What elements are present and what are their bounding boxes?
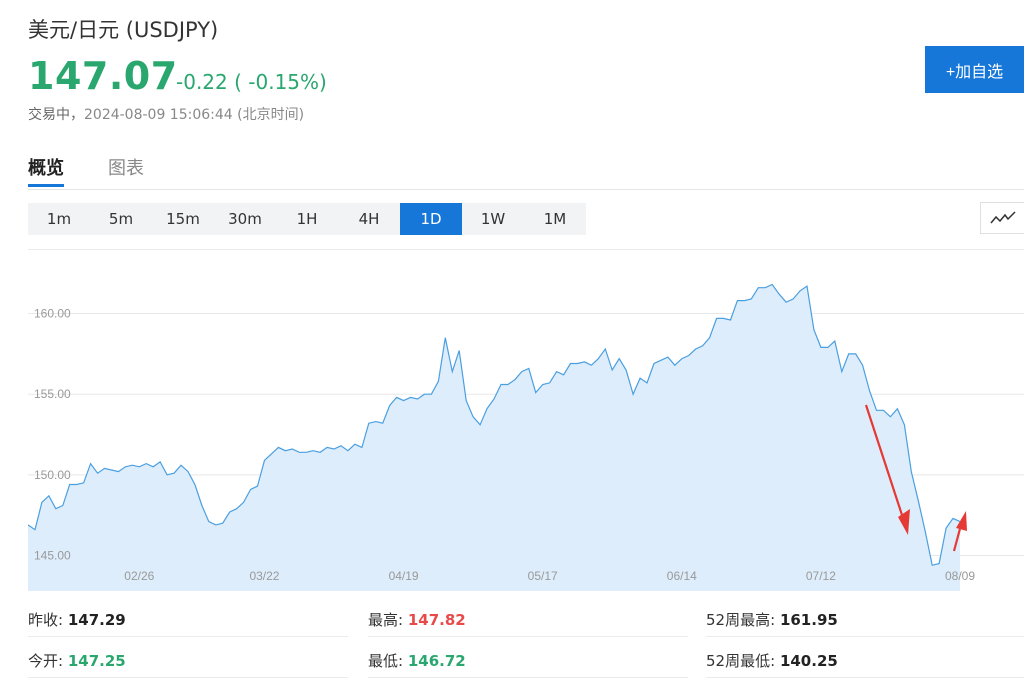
stats-divider bbox=[368, 677, 688, 678]
annotation-arrow-up bbox=[952, 511, 967, 552]
tab-overview[interactable]: 概览 bbox=[28, 152, 64, 190]
stats-divider bbox=[706, 636, 1024, 637]
stats-divider bbox=[706, 677, 1024, 678]
stat-open: 今开: 147.25 bbox=[28, 652, 126, 670]
high-value: 147.82 bbox=[407, 611, 466, 629]
period-1d[interactable]: 1D bbox=[400, 203, 462, 235]
period-1w[interactable]: 1W bbox=[480, 210, 506, 228]
x-axis-ticks: 02/26 03/22 04/19 05/17 06/14 07/12 08/09 bbox=[124, 569, 975, 583]
y-tick-label: 150.00 bbox=[34, 468, 71, 482]
x-tick-label: 08/09 bbox=[945, 569, 975, 583]
x-tick-label: 06/14 bbox=[667, 569, 697, 583]
line-chart-icon bbox=[989, 211, 1016, 224]
x-tick-label: 02/26 bbox=[124, 569, 154, 583]
instrument-title: 美元/日元 (USDJPY) bbox=[28, 18, 219, 42]
open-value: 147.25 bbox=[67, 652, 126, 670]
current-price: 147.07 bbox=[28, 54, 178, 98]
price-change: -0.22 ( -0.15%) bbox=[176, 70, 327, 94]
tabs-divider bbox=[28, 189, 1024, 190]
x-tick-label: 07/12 bbox=[806, 569, 836, 583]
stats-divider bbox=[28, 677, 348, 678]
low-value: 146.72 bbox=[407, 652, 466, 670]
period-1mo[interactable]: 1M bbox=[543, 210, 567, 228]
period-1m[interactable]: 1m bbox=[46, 210, 72, 228]
period-4h[interactable]: 4H bbox=[358, 210, 380, 228]
stat-52w-low: 52周最低: 140.25 bbox=[706, 652, 838, 670]
quote-time: 2024-08-09 15:06:44 (北京时间) bbox=[84, 107, 305, 123]
stats-divider bbox=[28, 636, 348, 637]
add-watchlist-button[interactable]: +加自选 bbox=[925, 46, 1024, 93]
tab-chart[interactable]: 图表 bbox=[108, 158, 144, 179]
period-selector: 1m 5m 15m 30m 1H 4H 1D 1W 1M bbox=[28, 203, 586, 235]
y-tick-label: 145.00 bbox=[34, 549, 71, 563]
stat-prev-close: 昨收: 147.29 bbox=[28, 611, 126, 629]
period-30m[interactable]: 30m bbox=[228, 210, 262, 228]
period-5m[interactable]: 5m bbox=[108, 210, 134, 228]
y-axis-ticks: 145.00 150.00 155.00 160.00 bbox=[34, 307, 71, 563]
stats-divider bbox=[368, 636, 688, 637]
stat-high: 最高: 147.82 bbox=[368, 611, 466, 629]
period-1h[interactable]: 1H bbox=[296, 210, 318, 228]
price-chart: 145.00 150.00 155.00 160.00 02/26 03/22 04/19… bbox=[28, 249, 1024, 591]
week52-high-value: 161.95 bbox=[779, 611, 838, 629]
status-text: 交易中， bbox=[28, 107, 84, 123]
price-area bbox=[28, 284, 960, 591]
stat-low: 最低: 146.72 bbox=[368, 652, 466, 670]
trading-status: 交易中，2024-08-09 15:06:44 (北京时间) bbox=[28, 104, 304, 124]
x-tick-label: 03/22 bbox=[249, 569, 279, 583]
chart-type-button[interactable] bbox=[980, 202, 1024, 234]
prev-close-value: 147.29 bbox=[67, 611, 126, 629]
y-tick-label: 155.00 bbox=[34, 387, 71, 401]
y-tick-label: 160.00 bbox=[34, 307, 71, 321]
tab-bar: 概览 图表 bbox=[28, 152, 188, 190]
week52-low-value: 140.25 bbox=[779, 652, 838, 670]
period-15m[interactable]: 15m bbox=[166, 210, 200, 228]
x-tick-label: 04/19 bbox=[389, 569, 419, 583]
price-line bbox=[28, 283, 961, 566]
stat-52w-high: 52周最高: 161.95 bbox=[706, 611, 838, 629]
annotation-arrow-down bbox=[864, 404, 910, 535]
x-tick-label: 05/17 bbox=[528, 569, 558, 583]
